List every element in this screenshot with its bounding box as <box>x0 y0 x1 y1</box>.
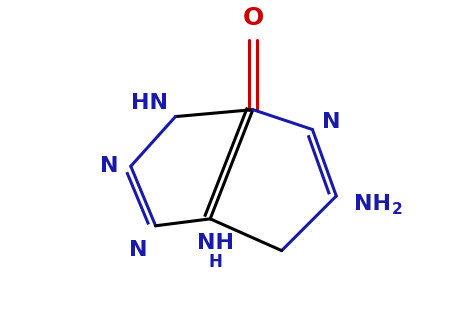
Text: N: N <box>322 112 341 132</box>
Text: H: H <box>208 253 222 271</box>
Text: O: O <box>242 6 264 30</box>
Text: NH: NH <box>354 194 391 214</box>
Text: N: N <box>129 240 148 260</box>
Text: 2: 2 <box>392 202 402 217</box>
Text: HN: HN <box>130 93 167 113</box>
Text: N: N <box>100 156 119 176</box>
Text: NH: NH <box>197 233 234 253</box>
